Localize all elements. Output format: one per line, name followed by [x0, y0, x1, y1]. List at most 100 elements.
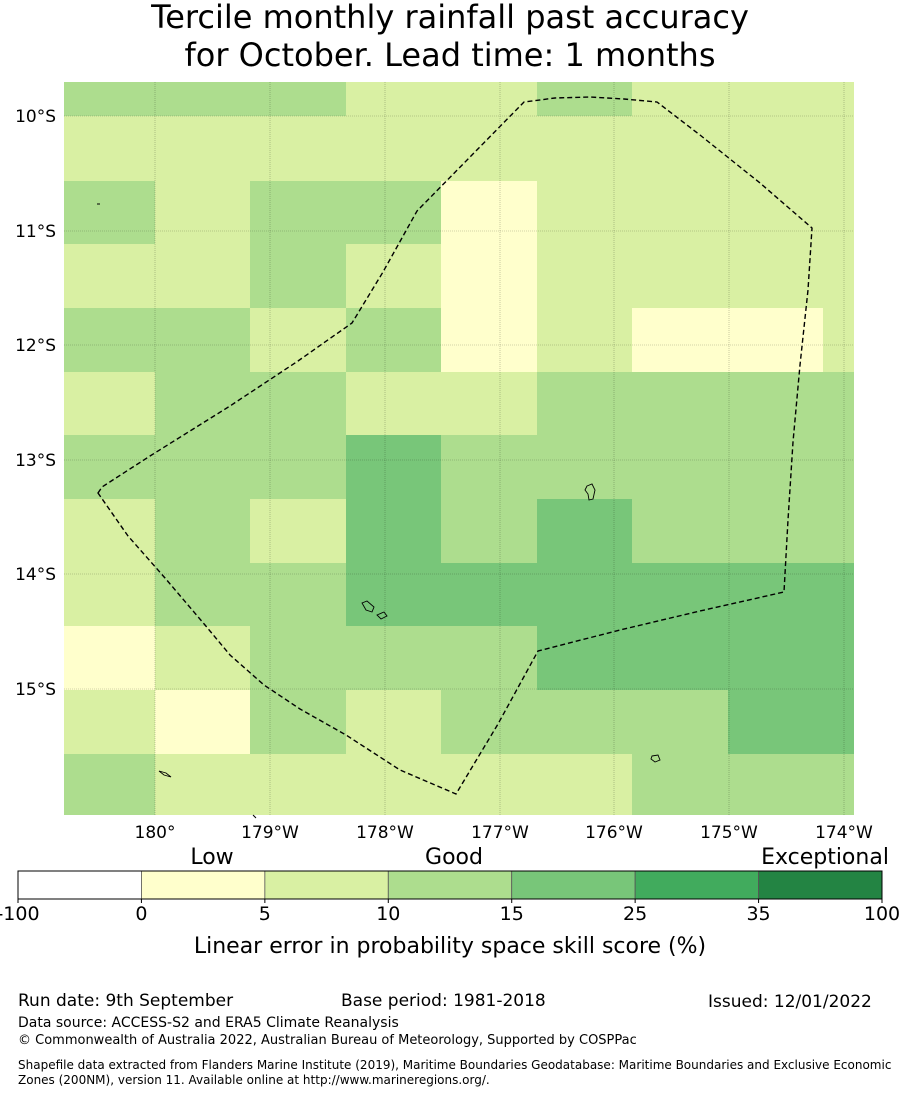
grid-cell — [441, 372, 537, 435]
graticule — [64, 82, 854, 815]
shapefile-note-2: Zones (200NM), version 11. Available onl… — [18, 1073, 490, 1087]
grid-cell — [155, 563, 250, 626]
island-south-west — [158, 770, 172, 778]
colorbar-segment — [141, 870, 266, 900]
grid-cell — [632, 372, 728, 435]
base-period: Base period: 1981-2018 — [341, 991, 546, 1011]
grid-cell — [728, 626, 854, 690]
issued-date: Issued: 12/01/2022 — [708, 992, 872, 1012]
colorbar-tick-labels: -100 0 5 10 15 25 35 100 — [0, 899, 900, 925]
colorbar-tick-label: 0 — [135, 903, 147, 925]
grid-cell — [250, 372, 346, 435]
colorbar-segment — [264, 870, 389, 900]
grid-cell — [64, 372, 155, 435]
grid-cell — [346, 690, 441, 754]
grid-cell — [441, 435, 537, 499]
longitude-label: 180° — [135, 823, 176, 843]
colorbar: Low Good Exceptional -100 0 5 10 15 25 35 100 L… — [0, 845, 900, 959]
grid-cell — [537, 116, 632, 181]
grid-cell — [250, 116, 346, 181]
copyright: © Commonwealth of Australia 2022, Austra… — [18, 1033, 637, 1048]
grid-cell — [823, 690, 854, 754]
grid-cell — [64, 308, 155, 372]
grid-cell — [441, 499, 537, 563]
island-west-small — [376, 611, 388, 620]
grid-cell — [64, 181, 155, 244]
latitude-label: 14°S — [15, 565, 56, 585]
grid-cell — [632, 308, 728, 372]
grid-cell — [728, 754, 854, 815]
grid-cell — [250, 244, 346, 308]
latitude-label: 13°S — [15, 451, 56, 471]
grid-cell — [728, 244, 854, 308]
legend-label-good: Good — [425, 845, 483, 870]
grid-cell — [155, 754, 250, 815]
grid-cell — [346, 563, 441, 626]
grid-cell — [537, 626, 632, 690]
grid-cell — [441, 244, 537, 308]
grid-cell — [632, 754, 728, 815]
grid-cell — [632, 435, 728, 499]
grid-cell — [346, 82, 441, 116]
grid-cell — [537, 181, 632, 244]
grid-cell — [537, 690, 632, 754]
run-date: Run date: 9th September — [18, 991, 234, 1011]
grid-cell — [632, 563, 728, 626]
grid-cell — [632, 690, 728, 754]
grid-cell — [537, 499, 632, 563]
colorbar-segment — [17, 870, 142, 900]
grid-cell — [64, 690, 155, 754]
grid-cell — [64, 116, 155, 181]
grid-cell — [155, 690, 250, 754]
grid-cell — [537, 244, 632, 308]
chart-title-line-1: Tercile monthly rainfall past accuracy — [151, 0, 749, 36]
grid-cell — [250, 82, 346, 116]
grid-cell — [250, 690, 346, 754]
grid-cell — [346, 435, 441, 499]
grid-cell — [155, 244, 250, 308]
grid-cell — [441, 754, 537, 815]
longitude-labels: 180° 179°W 178°W 177°W 176°W 175°W 174°W — [135, 823, 874, 843]
grid-cell — [64, 626, 155, 690]
grid-cell — [537, 372, 632, 435]
grid-cell — [250, 181, 346, 244]
eez-boundary — [97, 96, 813, 795]
colorbar-tick-label: 25 — [623, 903, 647, 925]
colorbar-tick-label: 15 — [500, 903, 524, 925]
latitude-label: 11°S — [15, 222, 56, 242]
grid-cell — [441, 181, 537, 244]
grid-cell — [728, 181, 854, 244]
island-west — [361, 600, 375, 613]
grid-cell — [346, 308, 441, 372]
grid-cell — [64, 754, 155, 815]
legend-label-exceptional: Exceptional — [761, 845, 889, 870]
grid-cell — [64, 563, 155, 626]
grid-cell — [155, 181, 250, 244]
grid-cell — [632, 82, 728, 116]
grid-cell — [537, 308, 632, 372]
grid-cell — [346, 116, 441, 181]
colorbar-tick-label: 5 — [259, 903, 271, 925]
colorbar-tick-label: -100 — [0, 903, 40, 925]
grid-cell — [155, 435, 250, 499]
grid-cell — [537, 754, 632, 815]
grid-cell — [346, 181, 441, 244]
grid-cell — [346, 499, 441, 563]
longitude-label: 174°W — [815, 823, 873, 843]
grid-cell — [441, 308, 537, 372]
grid-cell — [64, 244, 155, 308]
grid-cell — [155, 116, 250, 181]
colorbar-tick-label: 35 — [746, 903, 770, 925]
grid-cell — [728, 116, 854, 181]
island-bottom — [252, 814, 257, 819]
island-south-east — [650, 754, 661, 763]
longitude-label: 175°W — [700, 823, 758, 843]
legend-label-low: Low — [190, 845, 233, 870]
grid-cell — [728, 308, 823, 372]
grid-cell — [250, 435, 346, 499]
grid-cell — [250, 754, 346, 815]
colorbar-segment — [634, 870, 759, 900]
grid-cell — [537, 435, 632, 499]
grid-cell — [441, 82, 537, 116]
grid-cell — [155, 372, 250, 435]
